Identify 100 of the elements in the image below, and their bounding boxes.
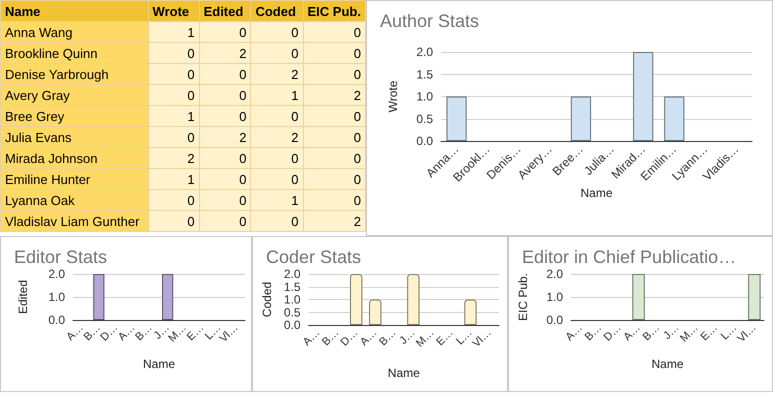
data-label: 2 <box>199 42 251 64</box>
x-tick-label: Vl… <box>470 326 494 350</box>
chart-title: Coder Stats <box>266 247 362 267</box>
data-label: 0 <box>199 168 251 190</box>
data-label: 0 <box>303 42 366 64</box>
y-tick-label: 2.0 <box>48 267 66 281</box>
y-tick-label: 1.0 <box>48 290 66 304</box>
x-tick-label: A… <box>621 322 643 344</box>
data-label: 0 <box>148 190 200 210</box>
category-label: Anna Wang <box>0 22 148 42</box>
data-label: 0 <box>303 168 366 190</box>
y-tick-label: 2.0 <box>416 45 434 59</box>
chart-title: Editor in Chief Publicatio… <box>522 247 736 267</box>
data-label: 2 <box>250 126 304 148</box>
y-tick-label: 0.5 <box>416 112 434 126</box>
category-label: Brookline Quinn <box>0 42 148 64</box>
y-tick-label: 1.0 <box>546 290 564 304</box>
y-tick-label: 1.5 <box>284 280 301 294</box>
x-tick-label: B… <box>320 326 342 348</box>
data-label: 0 <box>199 22 251 42</box>
x-axis-title: Name <box>142 357 176 371</box>
y-axis-title: EIC Pub. <box>516 272 530 322</box>
x-axis-title: Name <box>651 357 684 371</box>
x-tick-label: A… <box>563 322 585 344</box>
category-label: Denise Yarbrough <box>0 64 148 84</box>
category-label: Bree Grey <box>0 106 148 126</box>
text: Name <box>0 0 148 22</box>
data-label: 0 <box>303 148 366 168</box>
data-label: 0 <box>148 42 200 64</box>
data-label: 2 <box>148 148 200 168</box>
x-tick-label: Vl… <box>735 322 759 345</box>
data-label: 2 <box>250 64 304 84</box>
y-tick-label: 0.5 <box>284 305 301 320</box>
data-label: 0 <box>250 42 304 64</box>
category-label: Julia Evans <box>0 126 148 148</box>
data-label: 0 <box>250 106 304 126</box>
x-tick-label: D… <box>338 326 360 349</box>
x-tick-label: E… <box>184 322 206 344</box>
data-label: 0 <box>303 22 366 42</box>
x-tick-label: A… <box>300 326 322 348</box>
data-label: 1 <box>250 190 304 210</box>
x-tick-label: M… <box>414 326 437 350</box>
y-tick-label: 1.5 <box>416 67 434 82</box>
x-axis-title: Name <box>580 186 613 200</box>
data-label: 0 <box>250 148 304 168</box>
data-label: 1 <box>148 22 200 42</box>
x-tick-label: E… <box>434 326 456 348</box>
x-axis-title: Name <box>388 366 420 380</box>
data-label: 0 <box>303 64 366 84</box>
y-axis-title: Coded <box>260 282 274 318</box>
category-label: Lyanna Oak <box>0 190 148 210</box>
series-label: Wrote <box>148 0 200 22</box>
x-tick-label: B… <box>640 322 662 344</box>
data-label: 0 <box>303 190 366 210</box>
data-label: 0 <box>148 84 200 106</box>
x-tick-label: D… <box>98 322 120 344</box>
data-label: 0 <box>199 210 251 232</box>
y-tick-label: 0.0 <box>546 313 564 327</box>
data-label: 0 <box>199 190 251 210</box>
x-tick-label: M… <box>678 322 701 344</box>
series-label: EIC Pub. <box>303 0 366 22</box>
x-tick-label: Vl… <box>217 322 241 345</box>
x-tick-label: B… <box>377 326 399 348</box>
data-label: 0 <box>148 210 200 232</box>
y-tick-label: 1.0 <box>284 292 301 306</box>
x-tick-label: B… <box>582 322 604 344</box>
y-tick-label: 1.0 <box>416 90 434 104</box>
data-label: 0 <box>303 126 366 148</box>
data-label: 1 <box>250 84 304 106</box>
y-tick-label: 0.0 <box>416 134 434 148</box>
data-label: 0 <box>250 210 304 232</box>
y-axis-title: Edited <box>16 280 30 314</box>
x-tick-label: A… <box>358 326 380 348</box>
data-label: 0 <box>199 106 251 126</box>
series-label: Coded <box>250 0 304 22</box>
data-label: 0 <box>250 168 304 190</box>
data-label: 0 <box>199 64 251 84</box>
data-label: 1 <box>148 168 200 190</box>
category-label: Avery Gray <box>0 84 148 106</box>
data-label: 0 <box>148 126 200 148</box>
chart-title: Author Stats <box>380 11 480 31</box>
x-tick-label: D… <box>602 322 624 344</box>
chart-title: Editor Stats <box>14 247 108 267</box>
data-label: 0 <box>148 64 200 84</box>
data-label: 0 <box>303 106 366 126</box>
category-label: Mirada Johnson <box>0 148 148 168</box>
y-tick-label: 2.0 <box>546 267 564 281</box>
x-tick-label: B… <box>133 322 155 344</box>
data-label: 2 <box>199 126 251 148</box>
y-tick-label: 2.0 <box>284 267 301 281</box>
y-tick-label: 0.0 <box>284 318 301 332</box>
y-tick-label: 0.0 <box>48 313 66 327</box>
data-label: 2 <box>303 210 366 232</box>
data-label: 0 <box>199 84 251 106</box>
x-tick-label: E… <box>698 322 720 344</box>
data-label: 0 <box>199 148 251 168</box>
data-label: 2 <box>303 84 366 106</box>
category-label: Emiline Hunter <box>0 168 148 190</box>
category-label: Vladislav Liam Gunther <box>0 210 148 232</box>
data-label: 0 <box>250 22 304 42</box>
